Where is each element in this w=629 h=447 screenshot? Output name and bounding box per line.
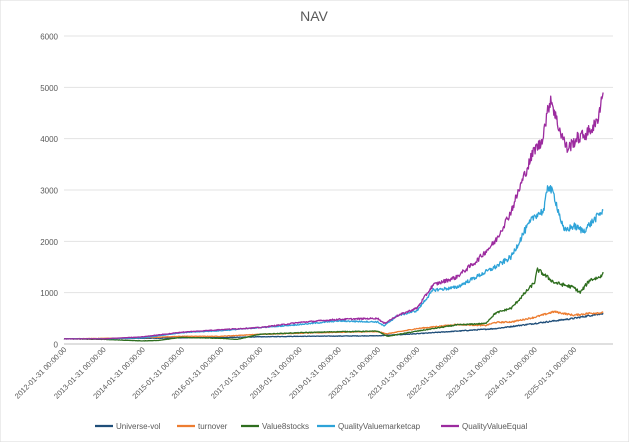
series-lines (63, 92, 604, 342)
y-tick-label: 5000 (40, 84, 58, 93)
series-line-universe-vol (63, 312, 604, 340)
legend-label: QualityValuemarketcap (338, 422, 421, 431)
series-line-qualityvaluemarketcap (63, 184, 604, 340)
legend-label: Universe-vol (116, 422, 161, 431)
y-tick-label: 0 (54, 341, 59, 350)
y-tick-label: 3000 (40, 187, 58, 196)
legend-item: Value8stocks (241, 422, 309, 431)
legend-item: QualityValuemarketcap (317, 422, 421, 431)
y-axis: 0 1000 2000 3000 4000 5000 6000 (40, 33, 58, 350)
y-tick-label: 2000 (40, 238, 58, 247)
chart-title: NAV (300, 8, 328, 24)
y-tick-label: 6000 (40, 33, 58, 42)
series-line-value8stocks (63, 267, 604, 342)
y-tick-label: 4000 (40, 135, 58, 144)
legend: Universe-vol turnover Value8stocks QualityV… (95, 422, 527, 431)
legend-item: QualityValueEqual (441, 422, 527, 431)
legend-item: turnover (177, 422, 228, 431)
legend-label: QualityValueEqual (462, 422, 527, 431)
series-line-qualityvalueequal (63, 92, 604, 340)
legend-label: Value8stocks (262, 422, 309, 431)
y-tick-label: 1000 (40, 289, 58, 298)
legend-label: turnover (198, 422, 228, 431)
legend-item: Universe-vol (95, 422, 161, 431)
